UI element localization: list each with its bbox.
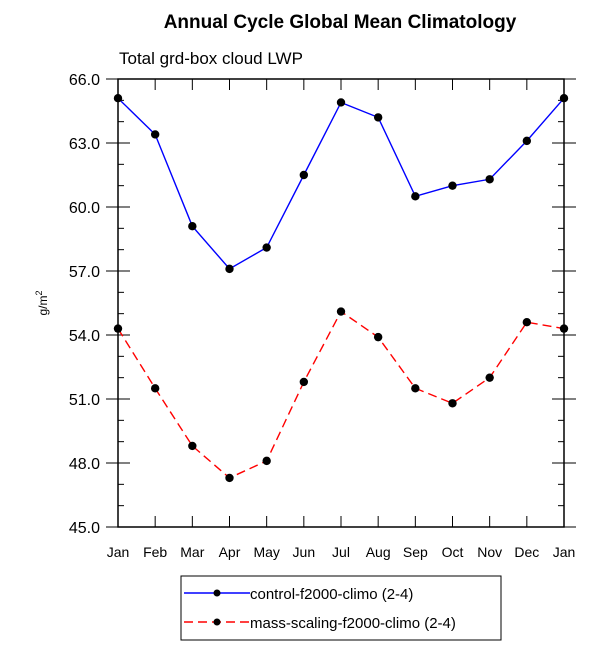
data-point	[485, 175, 494, 184]
data-point	[225, 264, 234, 274]
data-point	[262, 243, 271, 252]
legend-box	[180, 575, 502, 641]
data-point	[299, 170, 309, 180]
x-tick-label: Jan	[107, 544, 130, 560]
y-axis-label-sup: 2	[34, 290, 44, 295]
x-tick-label: Feb	[143, 544, 167, 560]
x-tick-label: Mar	[180, 544, 204, 560]
series-layer	[113, 94, 569, 483]
chart-title: Annual Cycle Global Mean Climatology	[164, 12, 517, 33]
x-tick-label: May	[253, 544, 279, 560]
axes: Jan Feb Mar Apr May Jun Jul Aug Sep Oct Nov Dec Jan 4…	[69, 72, 576, 560]
data-point	[373, 332, 383, 342]
data-point	[113, 94, 123, 103]
y-tick-label: 60.0	[69, 200, 100, 217]
data-point	[411, 192, 420, 201]
series-line	[117, 97, 565, 270]
x-tick-label: Jun	[293, 544, 316, 560]
data-point	[225, 473, 234, 483]
y-tick-label: 57.0	[69, 264, 100, 281]
data-point	[299, 377, 309, 387]
data-point	[150, 130, 160, 139]
plot-frame	[117, 78, 565, 528]
data-point	[188, 441, 197, 451]
y-axis-label-unit: g/m	[36, 296, 50, 316]
data-point	[373, 113, 383, 122]
x-tick-label: Apr	[219, 544, 241, 560]
legend-item: control-f2000-climo (2-4)	[184, 586, 413, 603]
x-tick-label: Jul	[332, 544, 350, 560]
data-point	[559, 324, 569, 333]
data-point	[559, 94, 569, 103]
data-point	[411, 384, 420, 393]
legend-marker	[213, 589, 221, 597]
legend-label: mass-scaling-f2000-climo (2-4)	[250, 615, 456, 632]
x-tick-label: Aug	[366, 544, 391, 560]
y-tick-label: 54.0	[69, 328, 100, 345]
data-point	[150, 384, 160, 393]
series-mass-scaling	[113, 307, 569, 483]
x-tick-label: Dec	[514, 544, 539, 560]
chart-subtitle: Total grd-box cloud LWP	[119, 49, 303, 68]
y-tick-label: 48.0	[69, 456, 100, 473]
legend-marker	[213, 618, 221, 626]
legend: control-f2000-climo (2-4) mass-scaling-f2…	[180, 575, 502, 641]
x-tick-label: Oct	[442, 544, 464, 560]
y-tick-label: 45.0	[69, 520, 100, 537]
data-point	[113, 324, 123, 333]
y-tick-label: 63.0	[69, 136, 100, 153]
data-point	[448, 181, 457, 190]
x-tick-label: Nov	[477, 544, 502, 560]
series-control	[113, 94, 569, 274]
data-point	[336, 98, 346, 107]
data-point	[188, 222, 197, 231]
data-point	[522, 136, 532, 146]
data-point	[448, 399, 457, 408]
x-tick-label: Jan	[553, 544, 576, 560]
data-point	[262, 456, 271, 466]
legend-label: control-f2000-climo (2-4)	[250, 586, 413, 603]
data-point	[336, 307, 346, 316]
legend-item: mass-scaling-f2000-climo (2-4)	[184, 615, 456, 632]
data-point	[485, 373, 494, 382]
y-tick-label: 66.0	[69, 72, 100, 89]
data-point	[522, 318, 532, 327]
series-line	[117, 310, 565, 479]
y-tick-label: 51.0	[69, 392, 100, 409]
x-tick-label: Sep	[403, 544, 428, 560]
y-axis-label: g/m2	[34, 290, 50, 315]
